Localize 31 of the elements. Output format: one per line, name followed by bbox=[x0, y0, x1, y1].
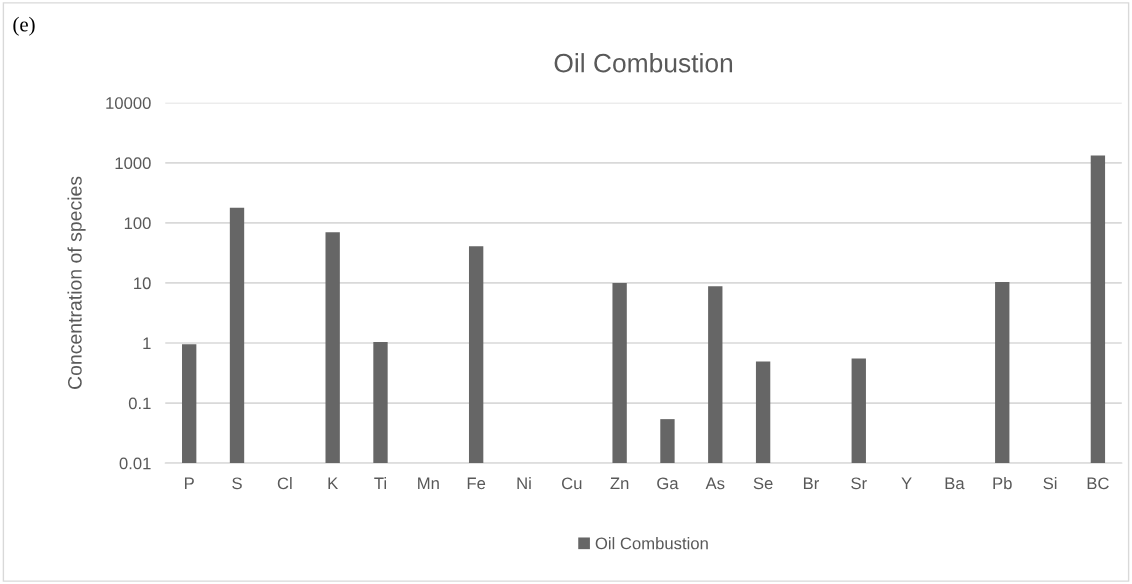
x-tick-label: Pb bbox=[993, 477, 1012, 490]
x-tick-label: Ga bbox=[657, 477, 679, 490]
x-tick-label: S bbox=[232, 477, 242, 490]
y-tick-label: 10 bbox=[134, 277, 151, 290]
x-tick-label: Y bbox=[901, 477, 912, 490]
x-tick-label: As bbox=[705, 477, 725, 490]
x-tick-label: Ba bbox=[945, 477, 965, 490]
y-tick-label: 0.1 bbox=[128, 397, 151, 410]
y-tick-label: 10000 bbox=[106, 97, 151, 109]
x-tick-label: Cu bbox=[562, 477, 582, 490]
legend-label: Oil Combustion bbox=[595, 537, 708, 550]
x-tick-label: K bbox=[328, 477, 339, 490]
x-tick-label: Si bbox=[1043, 477, 1057, 490]
x-tick-label: Se bbox=[753, 477, 773, 490]
y-tick-label: 1000 bbox=[115, 157, 151, 170]
x-tick-label: Fe bbox=[467, 477, 486, 490]
y-axis-title: Concentration of species bbox=[67, 176, 86, 389]
y-tick-label: 0.01 bbox=[119, 457, 151, 470]
x-tick-label: BC bbox=[1087, 477, 1109, 490]
chart-title: Oil Combustion bbox=[554, 53, 733, 73]
x-tick-label: Br bbox=[803, 477, 819, 490]
text: (e) bbox=[13, 16, 35, 36]
y-tick-label: 1 bbox=[143, 337, 151, 350]
y-tick-label: 100 bbox=[124, 217, 151, 230]
x-tick-label: P bbox=[184, 477, 194, 490]
x-tick-label: Ni bbox=[517, 477, 531, 490]
x-tick-label: Sr bbox=[851, 477, 867, 490]
x-tick-label: Ti bbox=[374, 477, 386, 490]
x-tick-label: Cl bbox=[277, 477, 292, 490]
x-tick-label: Zn bbox=[610, 477, 629, 490]
x-tick-label: Mn bbox=[418, 477, 439, 490]
